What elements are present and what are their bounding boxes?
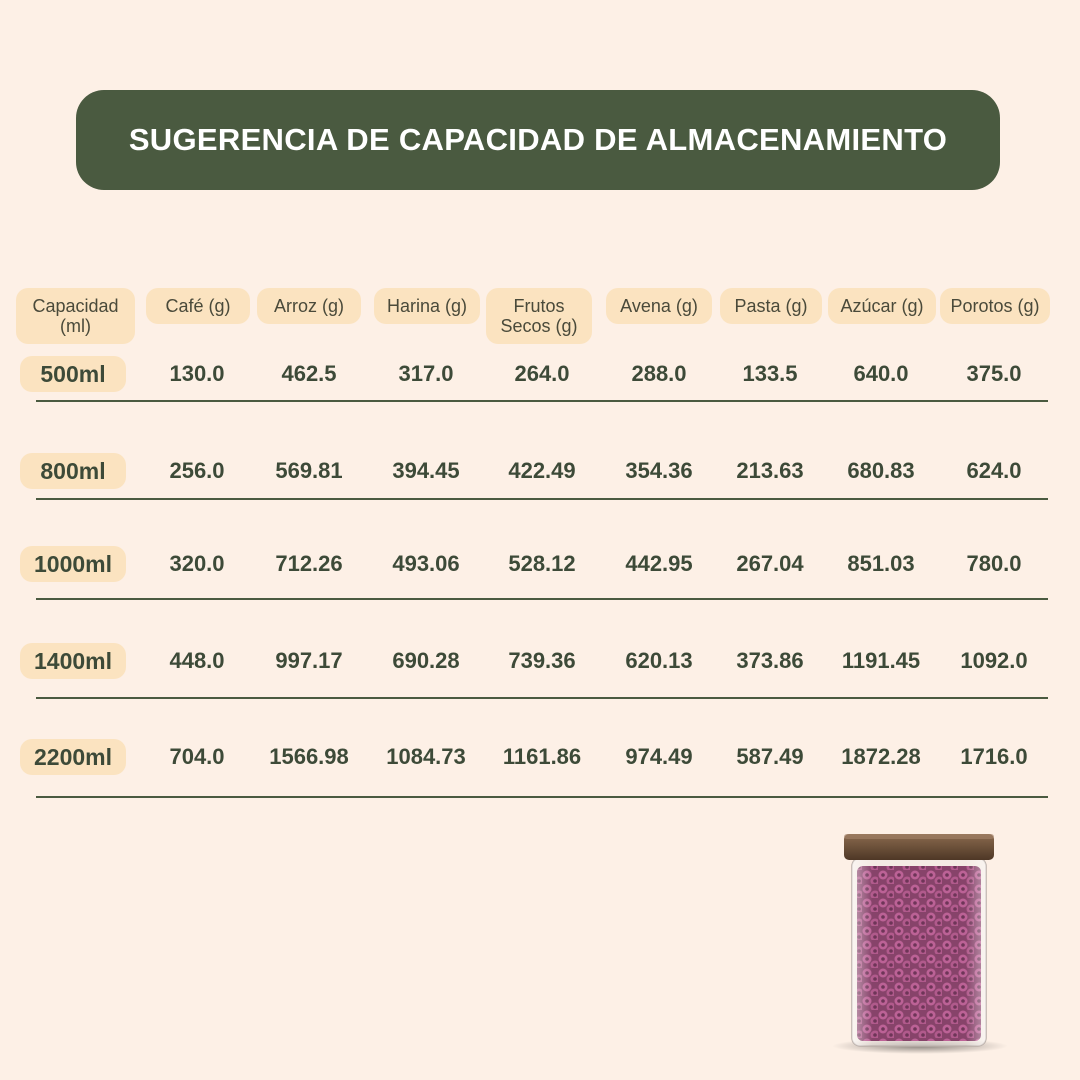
cell-frutos-secos: 1161.86 (502, 744, 582, 769)
cell-avena: 620.13 (625, 648, 693, 673)
cell-pasta: 267.04 (736, 551, 804, 576)
row-capacity-label: 500ml (20, 356, 126, 392)
row-capacity-label: 1400ml (20, 643, 126, 679)
row-capacity-label: 800ml (20, 453, 126, 489)
header-harina: Harina (g) (374, 288, 480, 324)
header-arroz: Arroz (g) (257, 288, 361, 324)
cell-harina: 690.28 (392, 648, 460, 673)
cell-avena: 974.49 (625, 744, 693, 769)
cell-porotos: 780.0 (966, 551, 1022, 576)
cell-harina: 1084.73 (386, 744, 466, 769)
cell-frutos-secos: 264.0 (514, 361, 570, 386)
page-title: SUGERENCIA DE CAPACIDAD DE ALMACENAMIENT… (128, 122, 948, 157)
row-divider (36, 598, 1048, 600)
cell-harina: 394.45 (392, 458, 460, 483)
cell-pasta: 373.86 (736, 648, 804, 673)
cell-arroz: 1566.98 (269, 744, 349, 769)
cell-pasta: 587.49 (736, 744, 804, 769)
cell-porotos: 375.0 (966, 361, 1022, 386)
cell-avena: 288.0 (631, 361, 687, 386)
title-banner: SUGERENCIA DE CAPACIDAD DE ALMACENAMIENT… (76, 90, 1000, 190)
cell-arroz: 997.17 (275, 648, 343, 673)
header-avena: Avena (g) (606, 288, 712, 324)
glass-jar-with-purple-cereal-icon (830, 828, 1010, 1058)
cell-arroz: 462.5 (281, 361, 337, 386)
cell-frutos-secos: 422.49 (508, 458, 576, 483)
cell-pasta: 213.63 (736, 458, 804, 483)
cell-harina: 317.0 (398, 361, 454, 386)
header-capacity: Capacidad (ml) (16, 288, 135, 344)
cell-pasta: 133.5 (742, 361, 798, 386)
row-divider (36, 400, 1048, 402)
cell-cafe: 256.0 (169, 458, 225, 483)
row-divider (36, 697, 1048, 699)
row-divider (36, 498, 1048, 500)
cell-cafe: 130.0 (169, 361, 225, 386)
header-frutos-secos: Frutos Secos (g) (486, 288, 592, 344)
cell-cafe: 448.0 (169, 648, 225, 673)
cell-azucar: 1191.45 (841, 648, 921, 673)
row-capacity-label: 2200ml (20, 739, 126, 775)
row-capacity-label: 1000ml (20, 546, 126, 582)
cell-frutos-secos: 528.12 (508, 551, 576, 576)
cell-azucar: 640.0 (853, 361, 909, 386)
cell-azucar: 680.83 (847, 458, 915, 483)
cell-arroz: 569.81 (275, 458, 343, 483)
cell-porotos: 1092.0 (960, 648, 1028, 673)
cell-harina: 493.06 (392, 551, 460, 576)
table-row: 800ml 256.0 569.81 394.45 422.49 354.36 … (0, 453, 1080, 493)
table-header: Capacidad (ml) Café (g) Arroz (g) Harina… (0, 288, 1080, 348)
cell-avena: 354.36 (625, 458, 693, 483)
header-cafe: Café (g) (146, 288, 250, 324)
cell-porotos: 624.0 (966, 458, 1022, 483)
table-row: 500ml 130.0 462.5 317.0 264.0 288.0 133.… (0, 356, 1080, 396)
table-row: 1000ml 320.0 712.26 493.06 528.12 442.95… (0, 546, 1080, 586)
cell-frutos-secos: 739.36 (508, 648, 576, 673)
table-row: 2200ml 704.0 1566.98 1084.73 1161.86 974… (0, 739, 1080, 779)
cell-azucar: 851.03 (847, 551, 915, 576)
cell-porotos: 1716.0 (960, 744, 1028, 769)
header-pasta: Pasta (g) (720, 288, 822, 324)
table-row: 1400ml 448.0 997.17 690.28 739.36 620.13… (0, 643, 1080, 683)
header-azucar: Azúcar (g) (828, 288, 936, 324)
cell-azucar: 1872.28 (841, 744, 921, 769)
cell-arroz: 712.26 (275, 551, 343, 576)
cell-cafe: 320.0 (169, 551, 225, 576)
row-divider (36, 796, 1048, 798)
cell-avena: 442.95 (625, 551, 693, 576)
header-porotos: Porotos (g) (940, 288, 1050, 324)
cell-cafe: 704.0 (169, 744, 225, 769)
